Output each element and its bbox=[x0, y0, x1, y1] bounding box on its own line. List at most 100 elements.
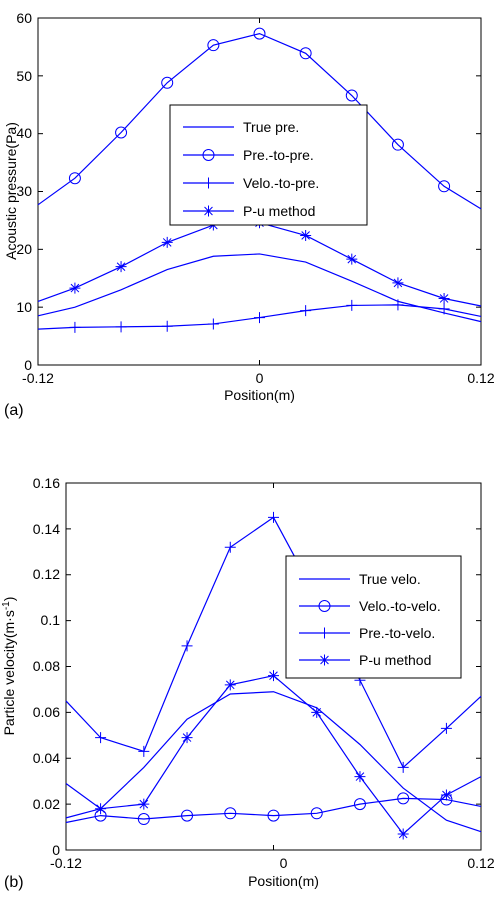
legend-sample bbox=[299, 654, 350, 666]
legend-sample bbox=[299, 600, 350, 612]
legend-items bbox=[183, 126, 234, 217]
y-tick-label: 0.14 bbox=[33, 521, 60, 537]
y-axis-label-sup: -1 bbox=[1, 601, 12, 610]
y-tick-labels: 0 0.02 0.04 0.06 0.08 0.1 0.12 0.14 0.16 bbox=[33, 475, 60, 858]
y-axis-label: Particle velocity(m·s-1) bbox=[1, 597, 17, 736]
marker-plus bbox=[95, 732, 107, 744]
series-Velo.-to-pre. bbox=[37, 299, 482, 333]
marker-plus bbox=[181, 640, 193, 652]
marker-asterisk bbox=[115, 261, 127, 273]
marker-asterisk bbox=[224, 679, 236, 691]
marker-plus bbox=[161, 320, 173, 332]
y-tick-label: 0.08 bbox=[33, 658, 60, 674]
x-tick-label: -0.12 bbox=[50, 855, 82, 871]
y-tick-label: 50 bbox=[16, 68, 32, 84]
marker-plus bbox=[438, 303, 450, 315]
marker-asterisk bbox=[268, 670, 279, 682]
y-tick-label: 20 bbox=[16, 241, 32, 257]
marker-asterisk bbox=[392, 277, 404, 289]
legend-label: P-u method bbox=[359, 652, 431, 668]
series-line bbox=[37, 32, 482, 210]
marker-plus bbox=[319, 627, 330, 639]
marker-asterisk bbox=[161, 236, 173, 248]
legend-label: True velo. bbox=[359, 571, 421, 587]
marker-asterisk bbox=[438, 292, 450, 304]
y-tick-label: 60 bbox=[16, 10, 32, 26]
x-tick-label: 0 bbox=[280, 855, 288, 871]
marker-circle bbox=[438, 180, 451, 193]
series-True velo. bbox=[65, 691, 482, 833]
legend-label: P-u method bbox=[243, 203, 315, 219]
y-tick-label: 0.12 bbox=[33, 566, 60, 582]
x-axis-label: Position(m) bbox=[248, 873, 319, 889]
series-P-u method bbox=[37, 217, 482, 307]
marker-asterisk bbox=[138, 798, 150, 810]
marker-asterisk bbox=[319, 654, 330, 666]
y-axis-label: Acoustic pressure(Pa) bbox=[3, 122, 19, 260]
series-P-u method bbox=[65, 670, 482, 840]
velocity-chart: 0 0.02 0.04 0.06 0.08 0.1 0.12 0.14 0.16… bbox=[1, 475, 495, 891]
legend-sample bbox=[183, 149, 234, 161]
y-tick-label: 0.06 bbox=[33, 704, 60, 720]
data-series bbox=[65, 511, 482, 840]
marker-asterisk bbox=[300, 229, 312, 241]
legend-sample bbox=[183, 177, 234, 189]
marker-asterisk bbox=[69, 282, 81, 294]
marker-asterisk bbox=[203, 205, 214, 217]
legend-label: True pre. bbox=[243, 119, 299, 135]
series-line bbox=[37, 253, 482, 323]
marker-plus bbox=[300, 305, 312, 317]
y-tick-label: 0.02 bbox=[33, 796, 60, 812]
y-tick-label: 0 bbox=[52, 842, 60, 858]
y-tick-label: 40 bbox=[16, 125, 32, 141]
legend-label: Pre.-to-pre. bbox=[243, 147, 314, 163]
legend-label: Velo.-to-velo. bbox=[359, 598, 441, 614]
marker-plus bbox=[203, 177, 214, 189]
y-tick-label: 0.1 bbox=[41, 612, 61, 628]
legend-sample bbox=[299, 627, 350, 639]
marker-circle bbox=[397, 792, 410, 805]
marker-asterisk bbox=[311, 706, 323, 718]
marker-plus bbox=[115, 321, 127, 333]
marker-circle bbox=[391, 138, 404, 151]
legend: True pre. Pre.-to-pre. Velo.-to-pre. P-u… bbox=[169, 104, 368, 226]
legend: True velo. Velo.-to-velo. Pre.-to-velo. … bbox=[285, 555, 462, 679]
x-tick-label: 0 bbox=[256, 370, 264, 386]
x-tick-labels: -0.12 0 0.12 bbox=[50, 855, 495, 871]
legend-label: Pre.-to-velo. bbox=[359, 625, 435, 641]
marker-circle bbox=[318, 600, 331, 612]
marker-plus bbox=[440, 722, 452, 734]
y-tick-label: 10 bbox=[16, 299, 32, 315]
y-tick-label: 30 bbox=[16, 183, 32, 199]
marker-circle bbox=[181, 809, 194, 822]
marker-circle bbox=[202, 149, 215, 161]
x-axis-label: Position(m) bbox=[224, 387, 295, 403]
marker-circle bbox=[299, 47, 312, 60]
marker-circle bbox=[253, 27, 266, 40]
y-tick-label: 0 bbox=[24, 357, 32, 373]
series-line bbox=[65, 691, 482, 833]
marker-asterisk bbox=[354, 771, 366, 783]
marker-circle bbox=[353, 798, 366, 811]
marker-plus bbox=[397, 761, 409, 773]
y-axis-label-main: Particle velocity(m·s bbox=[1, 610, 17, 735]
panel-label: (b) bbox=[4, 874, 24, 891]
marker-plus bbox=[224, 541, 236, 553]
data-series bbox=[37, 27, 482, 333]
marker-circle bbox=[224, 807, 237, 820]
marker-circle bbox=[207, 39, 220, 52]
marker-plus bbox=[69, 321, 81, 333]
marker-asterisk bbox=[440, 789, 452, 801]
marker-plus bbox=[268, 511, 279, 523]
marker-circle bbox=[267, 809, 280, 822]
y-tick-label: 0.04 bbox=[33, 750, 60, 766]
marker-plus bbox=[138, 745, 150, 757]
marker-asterisk bbox=[181, 732, 193, 744]
series-True pre. bbox=[37, 253, 482, 323]
axis-ticks bbox=[65, 482, 482, 851]
marker-asterisk bbox=[397, 828, 409, 840]
y-tick-label: 0.16 bbox=[33, 475, 60, 491]
series-line bbox=[37, 222, 482, 307]
marker-plus bbox=[254, 312, 265, 324]
